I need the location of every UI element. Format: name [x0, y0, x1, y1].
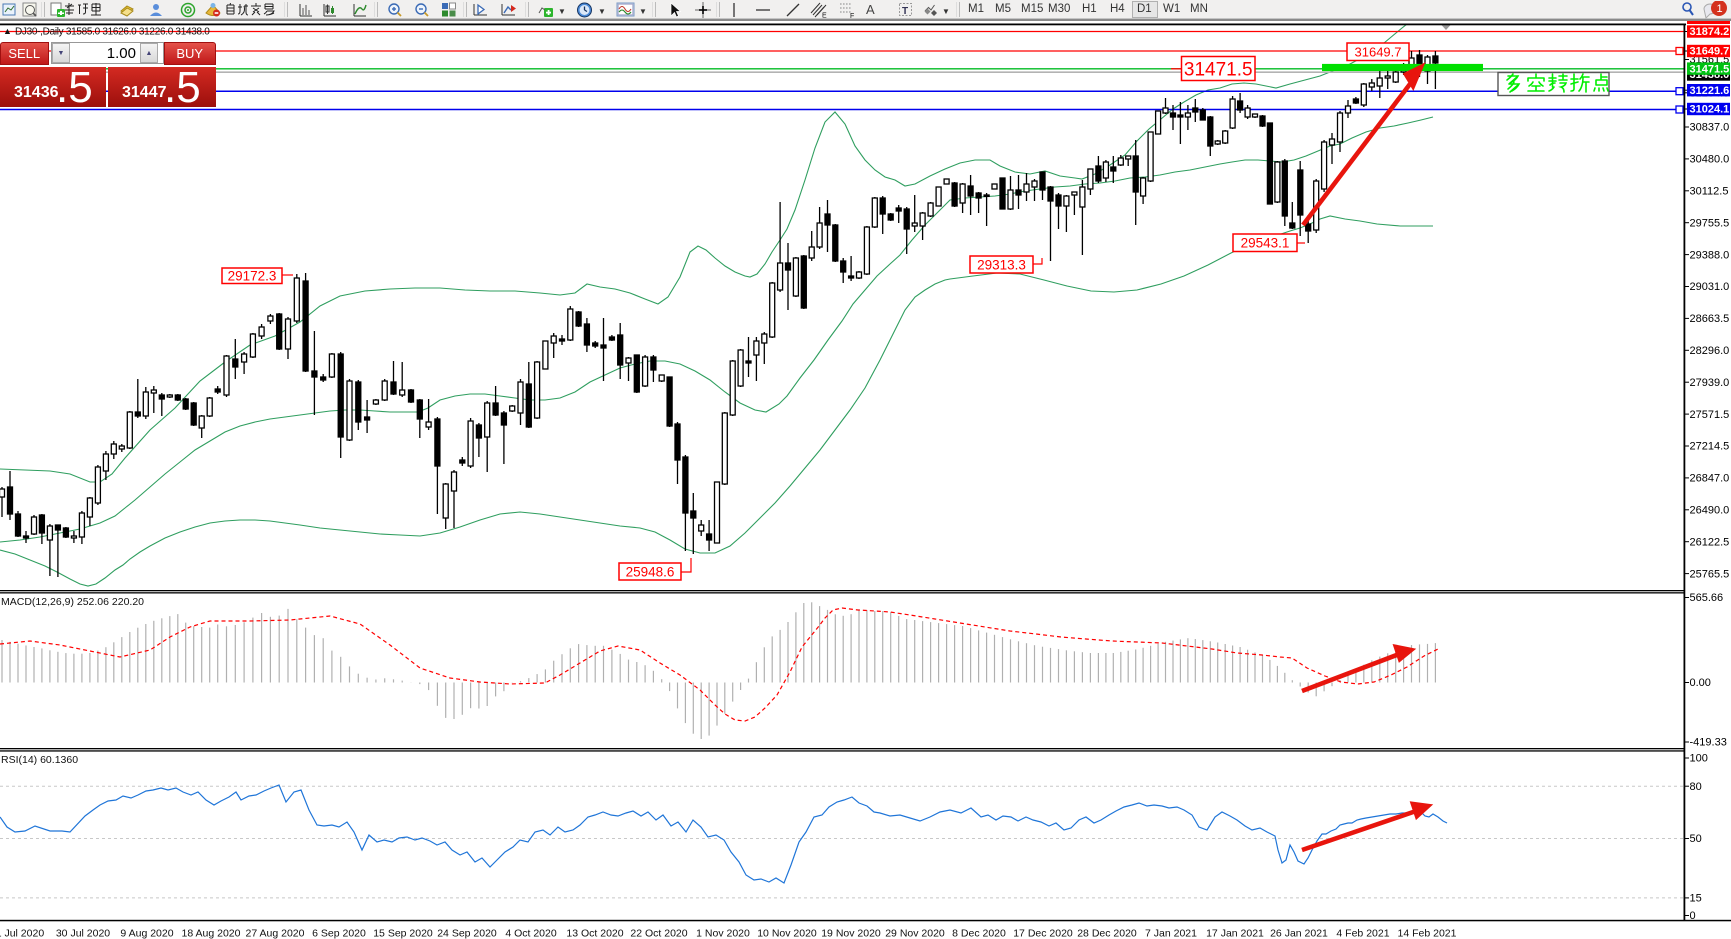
- svg-text:27214.5: 27214.5: [1690, 441, 1730, 453]
- svg-text:28 Dec 2020: 28 Dec 2020: [1077, 928, 1137, 939]
- svg-text:4 Oct 2020: 4 Oct 2020: [505, 928, 557, 939]
- svg-text:30837.0: 30837.0: [1690, 122, 1730, 134]
- svg-text:15 Sep 2020: 15 Sep 2020: [373, 928, 433, 939]
- svg-text:7 Jan 2021: 7 Jan 2021: [1145, 928, 1197, 939]
- svg-text:31649.7: 31649.7: [1355, 44, 1402, 59]
- svg-text:31221.6: 31221.6: [1690, 85, 1730, 97]
- svg-text:30480.0: 30480.0: [1690, 154, 1730, 166]
- svg-text:1: 1: [1717, 3, 1723, 15]
- svg-text:29543.1: 29543.1: [1241, 236, 1290, 251]
- svg-text:9 Aug 2020: 9 Aug 2020: [120, 928, 173, 939]
- svg-text:29172.3: 29172.3: [228, 269, 277, 284]
- svg-text:26490.0: 26490.0: [1690, 505, 1730, 517]
- svg-text:24 Sep 2020: 24 Sep 2020: [437, 928, 497, 939]
- svg-text:29031.0: 29031.0: [1690, 281, 1730, 293]
- svg-text:26122.5: 26122.5: [1690, 536, 1730, 548]
- svg-text:80: 80: [1690, 781, 1702, 793]
- svg-text:26 Jan 2021: 26 Jan 2021: [1270, 928, 1328, 939]
- svg-text:31649.7: 31649.7: [1690, 46, 1730, 58]
- svg-text:29388.0: 29388.0: [1690, 249, 1730, 261]
- svg-text:10 Nov 2020: 10 Nov 2020: [757, 928, 817, 939]
- svg-text:31024.1: 31024.1: [1690, 104, 1730, 116]
- svg-text:100: 100: [1690, 753, 1708, 765]
- svg-text:8 Dec 2020: 8 Dec 2020: [952, 928, 1006, 939]
- svg-text:▲: ▲: [3, 26, 12, 36]
- svg-text:26847.0: 26847.0: [1690, 473, 1730, 485]
- svg-text:31471.5: 31471.5: [1690, 63, 1730, 75]
- svg-text:MACD(12,26,9) 252.06 220.20: MACD(12,26,9) 252.06 220.20: [1, 596, 144, 608]
- svg-text:E: E: [822, 13, 827, 20]
- svg-text:25948.6: 25948.6: [626, 564, 675, 579]
- svg-text:30 Jul 2020: 30 Jul 2020: [56, 928, 110, 939]
- svg-text:22 Oct 2020: 22 Oct 2020: [630, 928, 687, 939]
- svg-text:31471.5: 31471.5: [1184, 59, 1253, 80]
- svg-text:14 Feb 2021: 14 Feb 2021: [1398, 928, 1457, 939]
- svg-text:29313.3: 29313.3: [977, 257, 1026, 272]
- svg-text:13 Oct 2020: 13 Oct 2020: [566, 928, 623, 939]
- svg-text:31561.5: 31561.5: [1690, 54, 1730, 66]
- svg-text:17 Jan 2021: 17 Jan 2021: [1206, 928, 1264, 939]
- svg-text:19 Nov 2020: 19 Nov 2020: [821, 928, 881, 939]
- svg-text:25765.5: 25765.5: [1690, 568, 1730, 580]
- svg-text:4 Feb 2021: 4 Feb 2021: [1336, 928, 1389, 939]
- svg-text:30112.5: 30112.5: [1690, 186, 1729, 198]
- svg-text:T: T: [902, 6, 908, 17]
- svg-text:31874.2: 31874.2: [1690, 26, 1730, 38]
- svg-text:27939.0: 27939.0: [1690, 377, 1730, 389]
- svg-text:DJ30-,Daily 31585.0 31626.0 3: DJ30-,Daily 31585.0 31626.0 31226.0 3143…: [15, 27, 210, 38]
- svg-text:0: 0: [1690, 910, 1696, 922]
- svg-text:27 Aug 2020: 27 Aug 2020: [246, 928, 305, 939]
- svg-text:565.66: 565.66: [1690, 592, 1724, 604]
- svg-text:15: 15: [1690, 893, 1702, 905]
- svg-text:6 Sep 2020: 6 Sep 2020: [312, 928, 366, 939]
- svg-text:0.00: 0.00: [1690, 677, 1711, 689]
- svg-text:21 Jul 2020: 21 Jul 2020: [0, 928, 44, 939]
- svg-text:18 Aug 2020: 18 Aug 2020: [182, 928, 241, 939]
- svg-text:50: 50: [1690, 833, 1702, 845]
- svg-text:17 Dec 2020: 17 Dec 2020: [1013, 928, 1073, 939]
- svg-text:RSI(14) 60.1360: RSI(14) 60.1360: [1, 754, 78, 766]
- svg-text:1 Nov 2020: 1 Nov 2020: [696, 928, 750, 939]
- svg-text:-419.33: -419.33: [1690, 737, 1727, 749]
- svg-text:29755.5: 29755.5: [1690, 217, 1730, 229]
- svg-text:29 Nov 2020: 29 Nov 2020: [885, 928, 945, 939]
- svg-text:27571.5: 27571.5: [1690, 409, 1730, 421]
- svg-text:F: F: [850, 13, 854, 19]
- svg-text:28296.0: 28296.0: [1690, 345, 1730, 357]
- svg-text:28663.5: 28663.5: [1690, 313, 1730, 325]
